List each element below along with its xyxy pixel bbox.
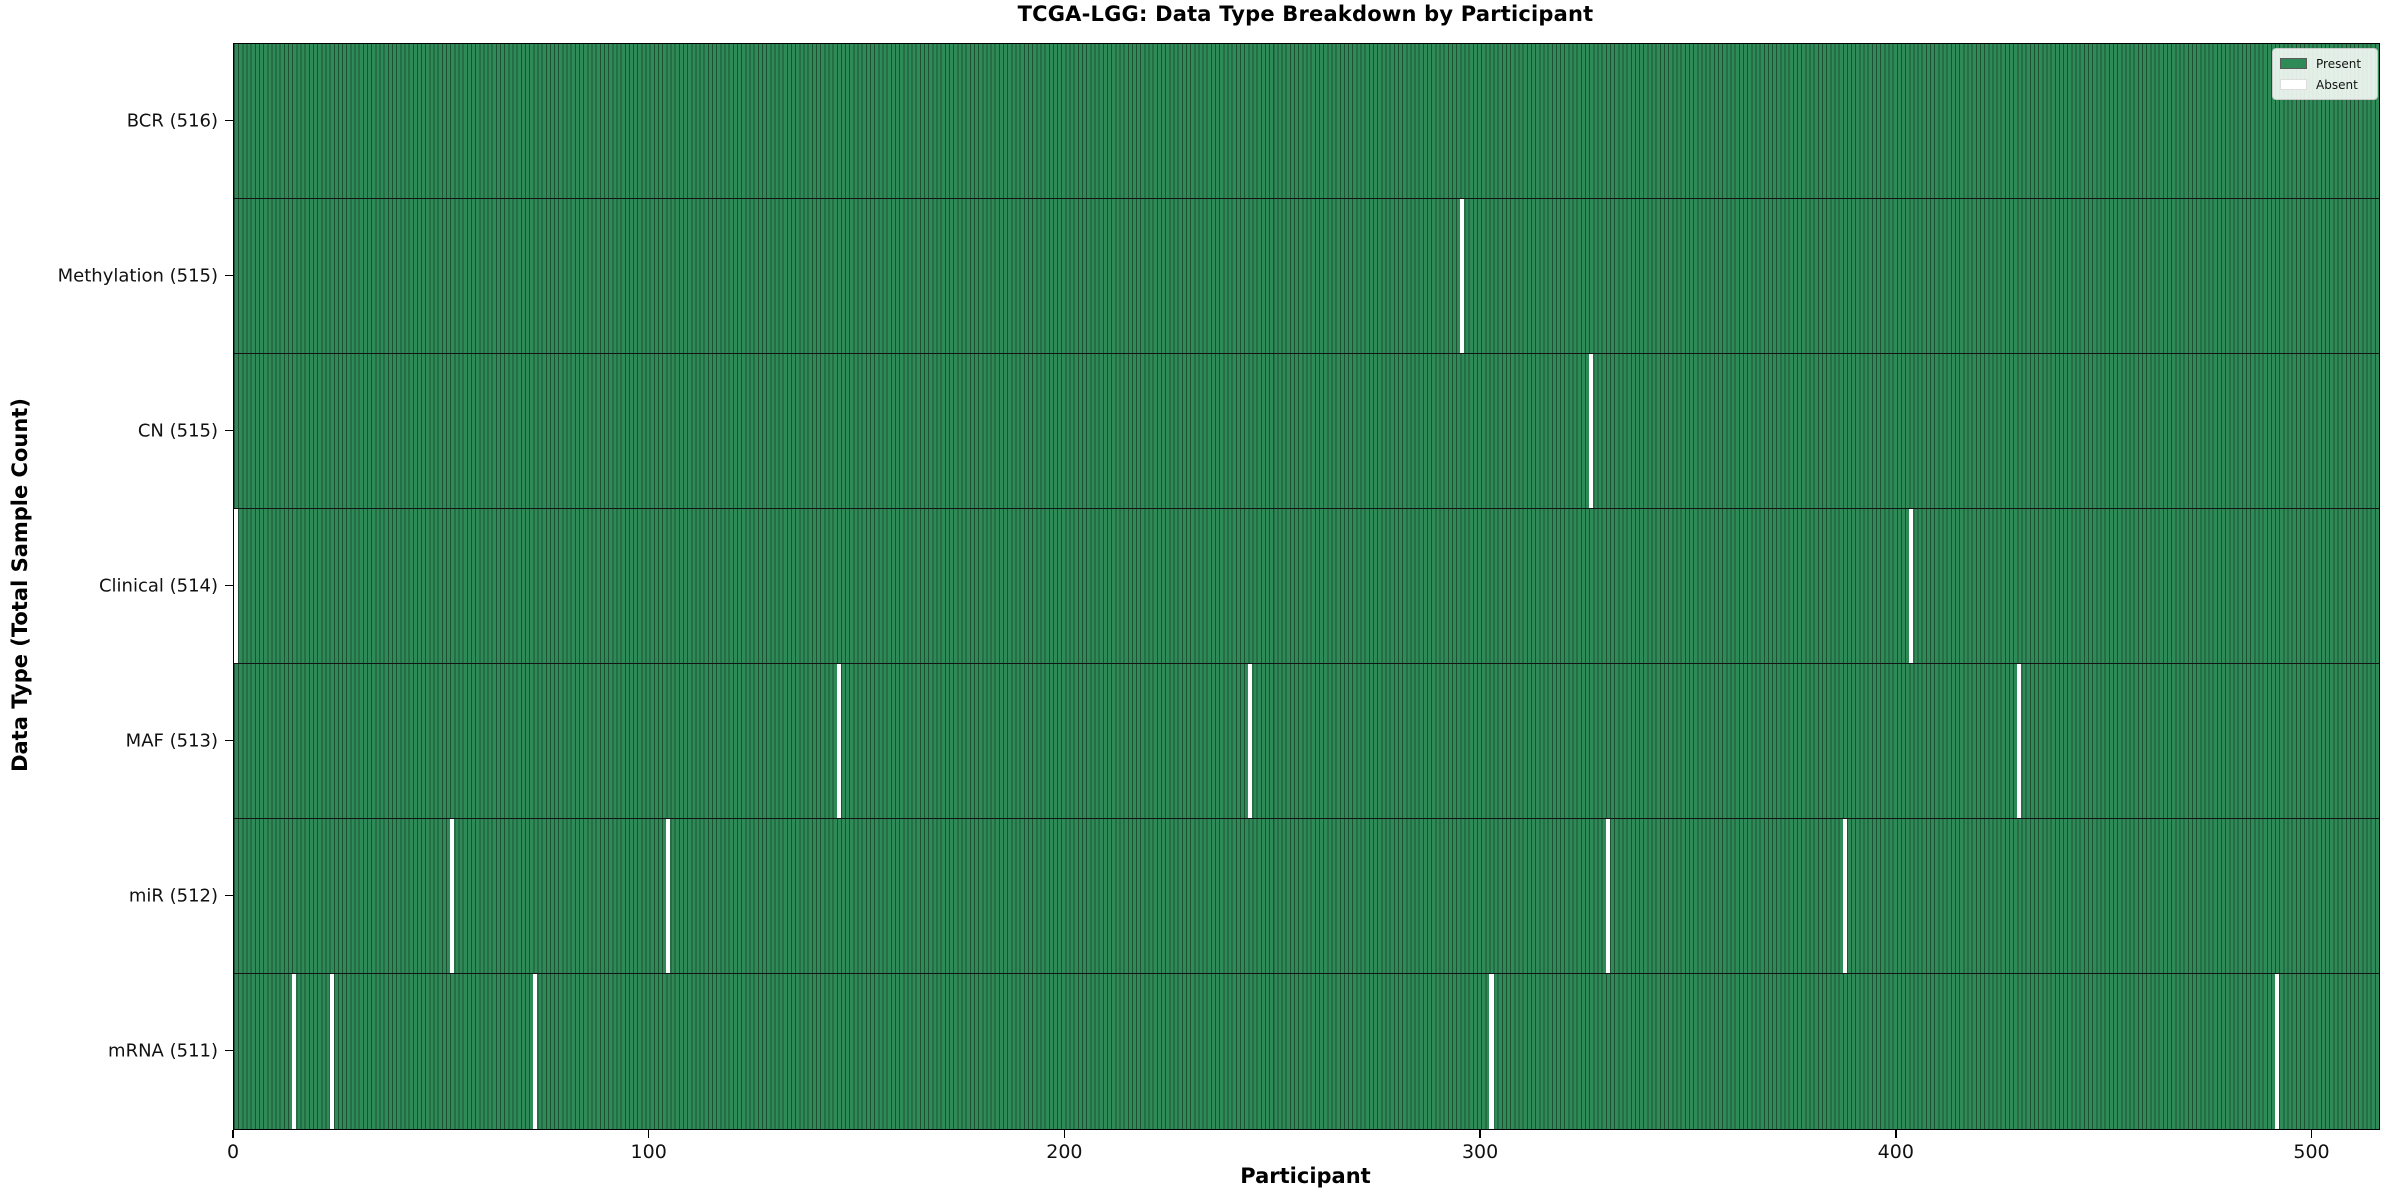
absent-cell (533, 974, 538, 1129)
x-axis-title: Participant (1240, 1164, 1371, 1188)
x-tick-mark (647, 1129, 650, 1138)
y-tick-label: CN (515) (137, 420, 218, 441)
legend-entry-present: Present (2280, 55, 2369, 72)
absent-cell (1909, 509, 1914, 663)
row-Methylation (234, 199, 2379, 354)
x-tick-label: 500 (2293, 1141, 2330, 1163)
absent-cell (1605, 819, 1610, 973)
legend-entry-absent: Absent (2280, 76, 2369, 93)
y-tick-mark (225, 429, 233, 432)
absent-cell (2275, 974, 2280, 1129)
absent-cell (1489, 974, 1494, 1129)
y-tick-label: Clinical (514) (98, 575, 218, 596)
x-tick-mark (1063, 1129, 1066, 1138)
legend-label-present: Present (2316, 56, 2362, 71)
legend-label-absent: Absent (2316, 77, 2358, 92)
legend: Present Absent (2272, 48, 2378, 100)
y-tick-mark (225, 1049, 233, 1052)
absent-cell (2017, 664, 2022, 818)
absent-cell (666, 819, 671, 973)
x-tick-mark (2310, 1129, 2313, 1138)
absent-cell (450, 819, 455, 973)
x-tick-label: 300 (1461, 1141, 1499, 1163)
y-tick-mark (225, 894, 233, 897)
legend-swatch-present (2280, 58, 2307, 69)
x-tick-label: 400 (1877, 1141, 1914, 1163)
x-tick-mark (232, 1129, 234, 1138)
y-tick-label: miR (512) (128, 885, 218, 906)
x-tick-label: 100 (630, 1141, 667, 1163)
x-tick-label: 200 (1046, 1141, 1083, 1163)
absent-cell (1842, 819, 1847, 973)
y-tick-mark (225, 274, 233, 277)
absent-cell (1460, 199, 1465, 353)
x-tick-mark (1479, 1129, 1481, 1138)
absent-cell (836, 664, 841, 818)
plot-area (233, 43, 2380, 1130)
y-tick-label: Methylation (515) (57, 265, 218, 286)
y-tick-label: BCR (516) (126, 110, 218, 131)
row-miR (234, 819, 2379, 974)
row-Clinical (234, 509, 2379, 664)
absent-cell (234, 509, 239, 663)
y-tick-mark (225, 119, 233, 122)
absent-cell (1589, 354, 1594, 508)
y-tick-label: MAF (513) (125, 730, 218, 751)
row-BCR (234, 44, 2379, 199)
x-tick-label: 0 (226, 1141, 240, 1163)
absent-cell (292, 974, 297, 1129)
chart-title: TCGA-LGG: Data Type Breakdown by Partici… (1017, 2, 1594, 26)
row-MAF (234, 664, 2379, 819)
y-tick-mark (225, 739, 233, 742)
absent-cell (1248, 664, 1253, 818)
y-tick-label: mRNA (511) (108, 1040, 218, 1061)
x-tick-mark (1895, 1129, 1897, 1138)
row-CN (234, 354, 2379, 509)
y-tick-mark (225, 584, 233, 587)
absent-cell (329, 974, 334, 1129)
row-mRNA (234, 974, 2379, 1129)
legend-swatch-absent (2280, 79, 2307, 90)
